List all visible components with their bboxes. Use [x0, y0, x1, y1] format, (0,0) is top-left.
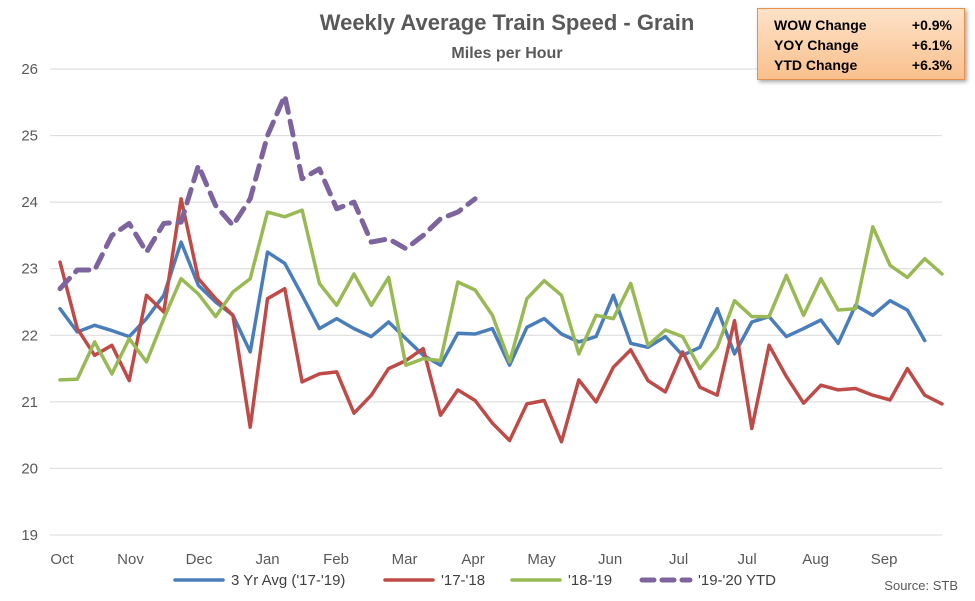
legend-label: '19-'20 YTD	[698, 572, 776, 589]
x-tick-label: Aug	[802, 551, 829, 568]
x-tick-label: Oct	[50, 551, 74, 568]
stat-value: +6.1%	[911, 37, 952, 53]
stat-value: +6.3%	[911, 57, 952, 73]
x-tick-label: Jul	[669, 551, 688, 568]
x-tick-label: Dec	[186, 551, 213, 568]
y-tick-label: 26	[21, 61, 38, 78]
x-tick-label: Feb	[323, 551, 349, 568]
grid-lines	[50, 68, 942, 536]
y-tick-label: 23	[21, 261, 38, 278]
stat-row-yoy: YOY Change +6.1%	[774, 35, 952, 55]
legend-label: 3 Yr Avg ('17-'19)	[231, 572, 345, 589]
y-tick-label: 20	[21, 460, 38, 477]
x-tick-label: Apr	[461, 551, 484, 568]
y-tick-label: 19	[21, 527, 38, 544]
series-line-0	[58, 240, 927, 367]
stat-row-wow: WOW Change +0.9%	[774, 15, 952, 35]
y-tick-label: 25	[21, 128, 38, 145]
x-tick-label: Mar	[392, 551, 418, 568]
y-axis: 19 20 21 22 23 24 25 26	[21, 61, 38, 544]
x-tick-label: Jul	[738, 551, 757, 568]
series-line-3	[57, 93, 478, 292]
chart-title: Weekly Average Train Speed - Grain	[320, 10, 695, 35]
change-stats-box: WOW Change +0.9% YOY Change +6.1% YTD Ch…	[757, 8, 965, 80]
stat-value: +0.9%	[911, 17, 952, 33]
x-tick-label: Jan	[255, 551, 279, 568]
y-tick-label: 22	[21, 327, 38, 344]
stat-row-ytd: YTD Change +6.3%	[774, 55, 952, 75]
x-tick-label: Sep	[871, 551, 898, 568]
series-line-1	[58, 197, 944, 444]
series-line-2	[58, 208, 944, 382]
x-tick-label: May	[527, 551, 556, 568]
legend: 3 Yr Avg ('17-'19) '17-'18 '18-'19 '19-'20 …	[173, 572, 776, 589]
stat-label: YTD Change	[774, 57, 858, 73]
source-note: Source: STB	[884, 578, 958, 593]
stat-label: WOW Change	[774, 17, 867, 33]
x-axis: Oct Nov Dec Jan Feb Mar Apr May Jun Jul Jul Aug Sep	[50, 551, 897, 568]
legend-label: '18-'19	[568, 572, 612, 589]
x-tick-label: Nov	[117, 551, 144, 568]
y-tick-label: 21	[21, 394, 38, 411]
chart-subtitle: Miles per Hour	[451, 45, 562, 62]
series-group	[57, 93, 944, 444]
stat-label: YOY Change	[774, 37, 859, 53]
y-tick-label: 24	[21, 194, 38, 211]
x-tick-label: Jun	[598, 551, 622, 568]
legend-label: '17-'18	[441, 572, 485, 589]
